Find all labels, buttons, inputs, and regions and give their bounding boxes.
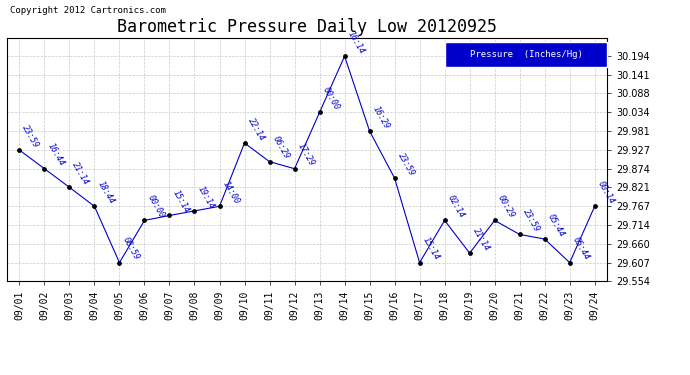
Point bbox=[114, 260, 125, 266]
Point bbox=[264, 159, 275, 165]
Point bbox=[414, 260, 425, 266]
Text: 18:44: 18:44 bbox=[96, 180, 116, 206]
Point bbox=[389, 175, 400, 181]
Point bbox=[14, 147, 25, 153]
Point bbox=[39, 166, 50, 172]
Text: Copyright 2012 Cartronics.com: Copyright 2012 Cartronics.com bbox=[10, 6, 166, 15]
Text: 08:59: 08:59 bbox=[121, 236, 141, 262]
Point bbox=[314, 110, 325, 116]
Text: 21:14: 21:14 bbox=[471, 226, 491, 252]
Title: Barometric Pressure Daily Low 20120925: Barometric Pressure Daily Low 20120925 bbox=[117, 18, 497, 36]
Text: 15:14: 15:14 bbox=[170, 189, 191, 215]
Text: 23:59: 23:59 bbox=[21, 123, 41, 149]
Text: 17:29: 17:29 bbox=[296, 142, 316, 168]
Bar bbox=[445, 42, 607, 67]
Point bbox=[339, 53, 350, 59]
Text: 02:14: 02:14 bbox=[446, 194, 466, 220]
Point bbox=[139, 217, 150, 223]
Text: 00:00: 00:00 bbox=[321, 86, 341, 112]
Text: 16:44: 16:44 bbox=[46, 142, 66, 168]
Point bbox=[364, 128, 375, 134]
Text: 06:29: 06:29 bbox=[270, 135, 291, 161]
Point bbox=[214, 203, 225, 209]
Text: 21:14: 21:14 bbox=[70, 160, 91, 187]
Text: 05:44: 05:44 bbox=[546, 212, 566, 238]
Text: Pressure  (Inches/Hg): Pressure (Inches/Hg) bbox=[470, 50, 582, 59]
Text: 14:00: 14:00 bbox=[221, 180, 241, 206]
Text: 00:29: 00:29 bbox=[496, 194, 516, 220]
Point bbox=[464, 250, 475, 256]
Text: 23:59: 23:59 bbox=[396, 152, 416, 177]
Point bbox=[564, 260, 575, 266]
Point bbox=[589, 203, 600, 209]
Text: 00:00: 00:00 bbox=[146, 194, 166, 220]
Point bbox=[539, 236, 550, 242]
Text: 22:14: 22:14 bbox=[246, 116, 266, 142]
Point bbox=[489, 217, 500, 223]
Text: 00:14: 00:14 bbox=[596, 180, 616, 206]
Point bbox=[64, 184, 75, 190]
Point bbox=[439, 217, 450, 223]
Point bbox=[189, 208, 200, 214]
Point bbox=[164, 213, 175, 219]
Point bbox=[89, 203, 100, 209]
Text: 16:14: 16:14 bbox=[346, 29, 366, 56]
Point bbox=[239, 140, 250, 146]
Point bbox=[514, 231, 525, 237]
Point bbox=[289, 166, 300, 172]
Text: 19:14: 19:14 bbox=[196, 184, 216, 210]
Text: 05:44: 05:44 bbox=[571, 236, 591, 262]
Text: 16:29: 16:29 bbox=[371, 104, 391, 130]
Text: 15:14: 15:14 bbox=[421, 236, 441, 262]
Text: 23:59: 23:59 bbox=[521, 208, 541, 234]
